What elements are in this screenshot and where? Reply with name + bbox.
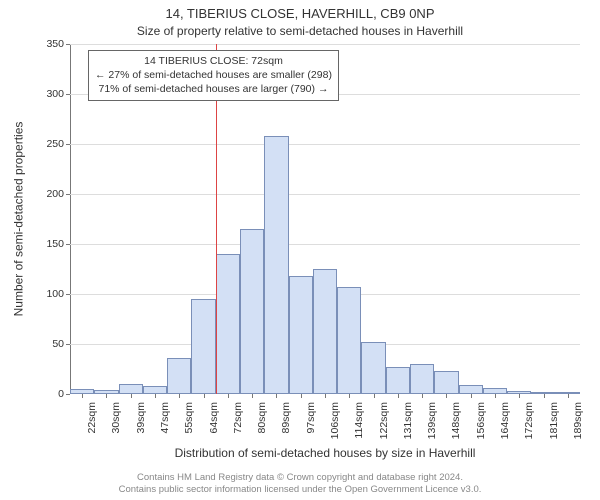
- x-tick-label: 189sqm: [572, 402, 584, 452]
- y-tick: [66, 294, 70, 295]
- x-tick: [252, 394, 253, 398]
- x-axis-title: Distribution of semi-detached houses by …: [70, 446, 580, 460]
- y-tick-label: 300: [40, 88, 64, 100]
- x-tick: [495, 394, 496, 398]
- gridline-h: [70, 144, 580, 145]
- annotation-box: 14 TIBERIUS CLOSE: 72sqm← 27% of semi-de…: [88, 50, 339, 101]
- x-tick-label: 156sqm: [475, 402, 487, 452]
- histogram-bar: [410, 364, 434, 394]
- x-tick: [398, 394, 399, 398]
- y-tick-label: 250: [40, 138, 64, 150]
- x-tick: [422, 394, 423, 398]
- x-tick: [204, 394, 205, 398]
- histogram-bar: [119, 384, 143, 394]
- x-tick: [544, 394, 545, 398]
- x-tick-label: 172sqm: [523, 402, 535, 452]
- chart-title-main: 14, TIBERIUS CLOSE, HAVERHILL, CB9 0NP: [0, 6, 600, 21]
- histogram-bar: [337, 287, 361, 394]
- chart-title-sub: Size of property relative to semi-detach…: [0, 24, 600, 38]
- y-tick-label: 50: [40, 338, 64, 350]
- histogram-bar: [264, 136, 288, 394]
- histogram-bar: [240, 229, 264, 394]
- x-tick-label: 80sqm: [256, 402, 268, 452]
- x-tick-label: 55sqm: [183, 402, 195, 452]
- x-tick-label: 148sqm: [450, 402, 462, 452]
- y-axis-title: Number of semi-detached properties: [10, 44, 26, 394]
- histogram-bar: [167, 358, 191, 394]
- histogram-bar: [289, 276, 313, 394]
- x-tick-label: 47sqm: [159, 402, 171, 452]
- y-tick-label: 200: [40, 188, 64, 200]
- y-tick: [66, 194, 70, 195]
- axis-y-line: [70, 44, 71, 394]
- x-tick-label: 64sqm: [208, 402, 220, 452]
- x-tick: [155, 394, 156, 398]
- x-tick: [325, 394, 326, 398]
- histogram-bar: [386, 367, 410, 394]
- x-tick: [228, 394, 229, 398]
- footer-line2: Contains public sector information licen…: [0, 484, 600, 496]
- y-tick: [66, 44, 70, 45]
- y-tick: [66, 394, 70, 395]
- x-tick-label: 106sqm: [329, 402, 341, 452]
- y-tick-label: 150: [40, 238, 64, 250]
- gridline-h: [70, 44, 580, 45]
- histogram-bar: [459, 385, 483, 394]
- x-tick: [179, 394, 180, 398]
- x-tick: [276, 394, 277, 398]
- footer-line1: Contains HM Land Registry data © Crown c…: [0, 472, 600, 484]
- histogram-bar: [143, 386, 167, 394]
- x-tick: [374, 394, 375, 398]
- annotation-line: ← 27% of semi-detached houses are smalle…: [95, 68, 332, 82]
- x-tick: [349, 394, 350, 398]
- gridline-h: [70, 194, 580, 195]
- histogram-bar: [434, 371, 458, 394]
- x-tick-label: 122sqm: [378, 402, 390, 452]
- y-tick: [66, 94, 70, 95]
- x-tick-label: 89sqm: [280, 402, 292, 452]
- x-tick: [519, 394, 520, 398]
- x-tick: [82, 394, 83, 398]
- histogram-bar: [361, 342, 385, 394]
- histogram-bar: [313, 269, 337, 394]
- x-tick: [446, 394, 447, 398]
- histogram-bar: [216, 254, 240, 394]
- x-tick-label: 72sqm: [232, 402, 244, 452]
- annotation-line: 71% of semi-detached houses are larger (…: [95, 82, 332, 96]
- annotation-line: 14 TIBERIUS CLOSE: 72sqm: [95, 54, 332, 68]
- x-tick: [106, 394, 107, 398]
- x-tick-label: 131sqm: [402, 402, 414, 452]
- y-tick-label: 350: [40, 38, 64, 50]
- x-tick-label: 114sqm: [353, 402, 365, 452]
- y-tick-label: 0: [40, 388, 64, 400]
- gridline-h: [70, 244, 580, 245]
- chart-container: 14, TIBERIUS CLOSE, HAVERHILL, CB9 0NP S…: [0, 0, 600, 500]
- x-tick-label: 139sqm: [426, 402, 438, 452]
- histogram-bar: [191, 299, 215, 394]
- x-tick: [301, 394, 302, 398]
- x-tick-label: 181sqm: [548, 402, 560, 452]
- y-tick-label: 100: [40, 288, 64, 300]
- y-tick: [66, 244, 70, 245]
- x-tick: [131, 394, 132, 398]
- x-tick-label: 164sqm: [499, 402, 511, 452]
- x-tick-label: 39sqm: [135, 402, 147, 452]
- plot-area: 05010015020025030035022sqm30sqm39sqm47sq…: [70, 44, 580, 394]
- y-tick: [66, 344, 70, 345]
- x-tick-label: 30sqm: [110, 402, 122, 452]
- x-tick-label: 22sqm: [86, 402, 98, 452]
- y-tick: [66, 144, 70, 145]
- x-tick-label: 97sqm: [305, 402, 317, 452]
- x-tick: [568, 394, 569, 398]
- footer-attribution: Contains HM Land Registry data © Crown c…: [0, 472, 600, 496]
- x-tick: [471, 394, 472, 398]
